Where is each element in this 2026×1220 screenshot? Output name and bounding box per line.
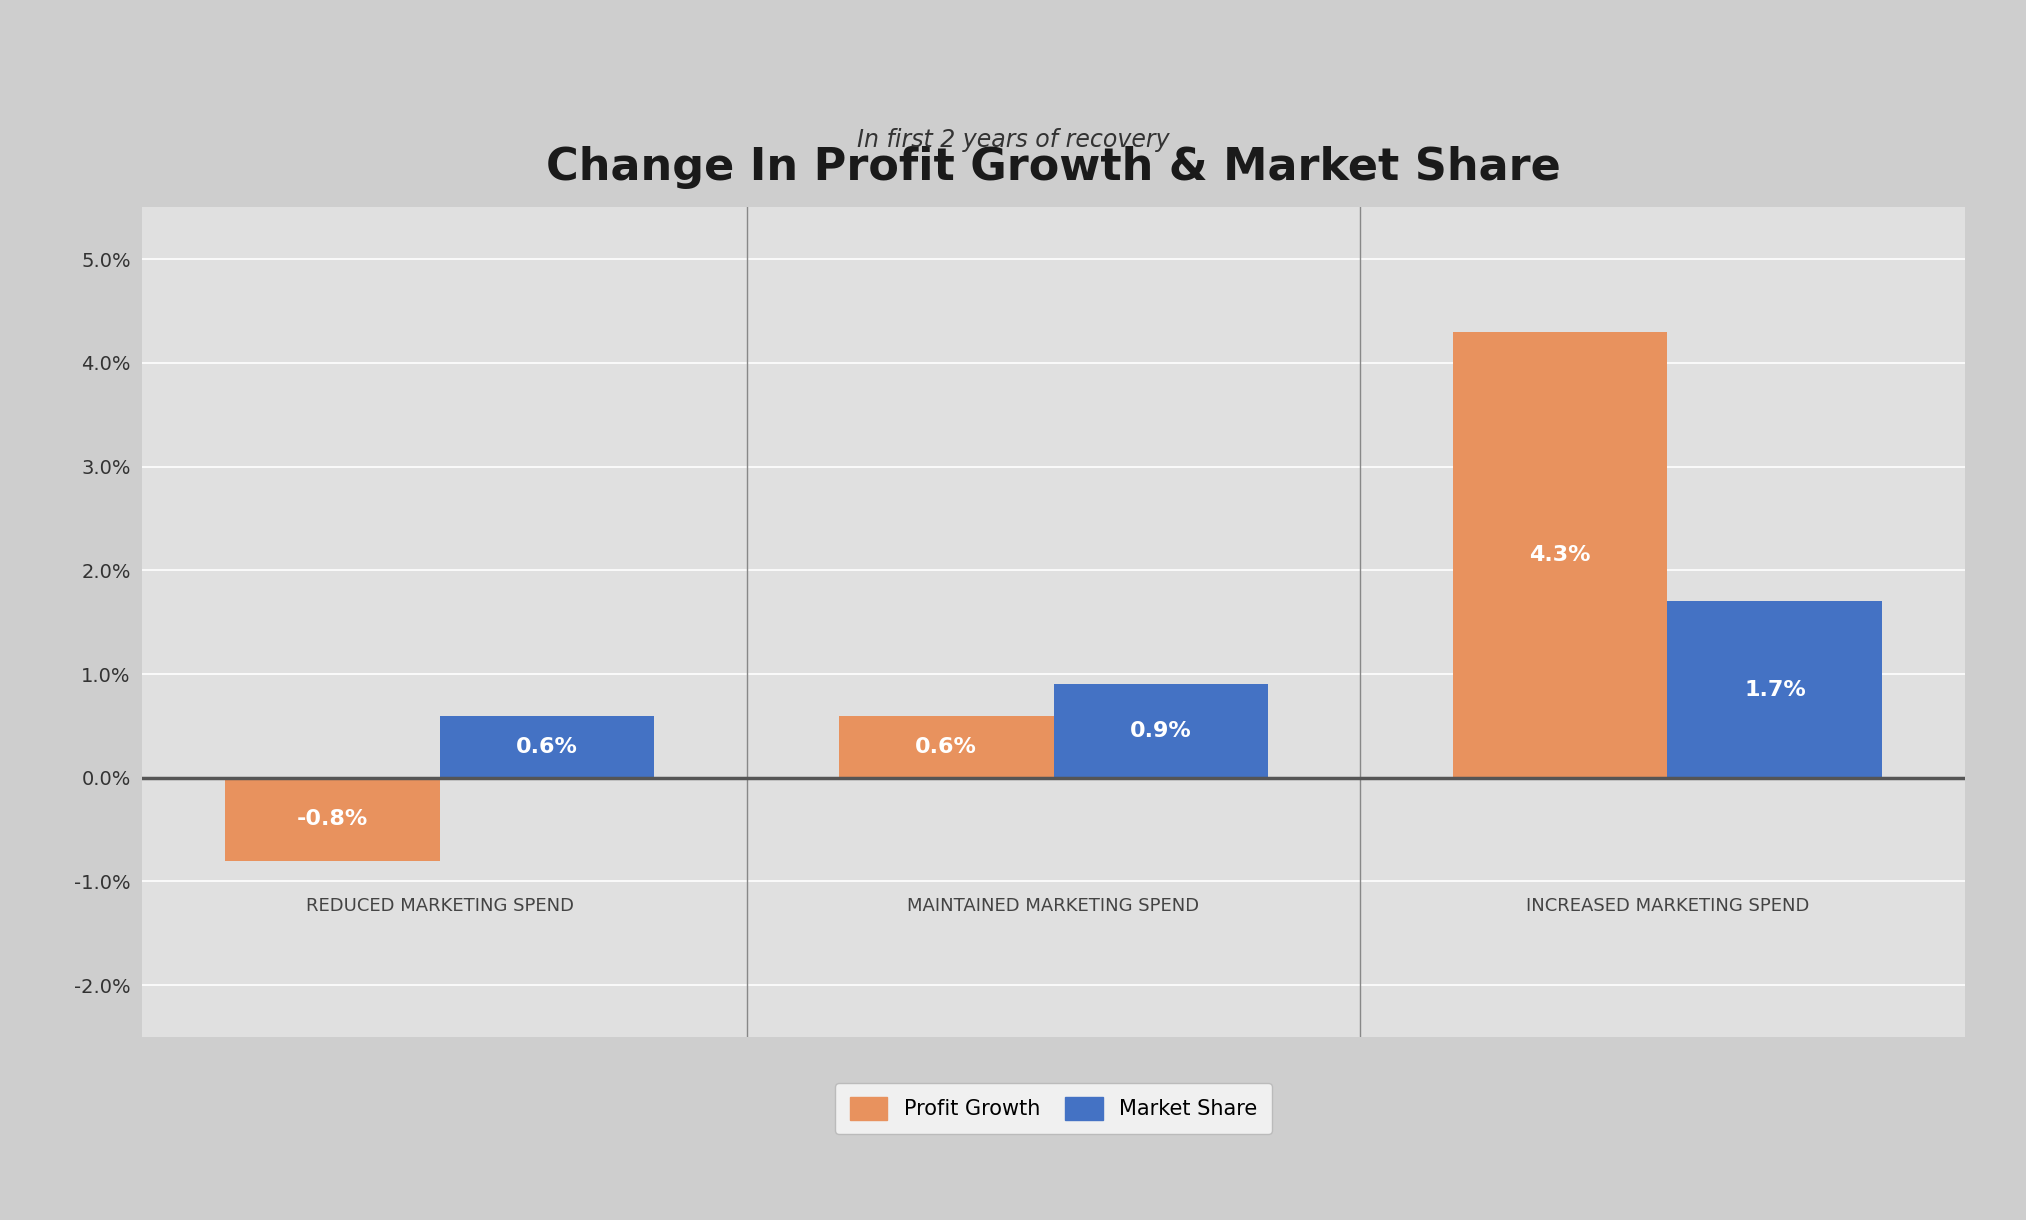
Text: 0.6%: 0.6%: [916, 737, 977, 756]
Text: -0.8%: -0.8%: [296, 809, 369, 830]
Text: 1.7%: 1.7%: [1744, 680, 1805, 699]
Text: 0.9%: 0.9%: [1131, 721, 1191, 741]
Title: Change In Profit Growth & Market Share: Change In Profit Growth & Market Share: [547, 145, 1560, 189]
Bar: [440, 715, 654, 778]
Text: 0.6%: 0.6%: [517, 737, 577, 756]
Text: 4.3%: 4.3%: [1530, 545, 1590, 565]
Text: In first 2 years of recovery: In first 2 years of recovery: [857, 128, 1169, 152]
Legend: Profit Growth, Market Share: Profit Growth, Market Share: [835, 1082, 1272, 1135]
Text: REDUCED MARKETING SPEND: REDUCED MARKETING SPEND: [306, 897, 573, 915]
Bar: [225, 778, 440, 861]
Bar: [1667, 601, 1882, 778]
Bar: [839, 715, 1054, 778]
Text: MAINTAINED MARKETING SPEND: MAINTAINED MARKETING SPEND: [908, 897, 1199, 915]
Bar: [1054, 684, 1268, 778]
Bar: [1453, 332, 1667, 778]
Text: INCREASED MARKETING SPEND: INCREASED MARKETING SPEND: [1526, 897, 1809, 915]
